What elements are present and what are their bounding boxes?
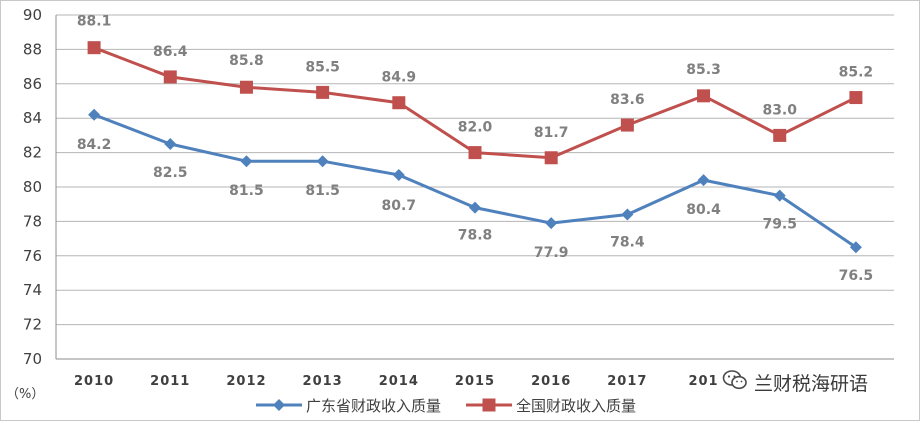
data-point: [544, 151, 558, 165]
watermark: 兰财税海研语: [718, 365, 873, 399]
y-tick-label: 78: [23, 212, 42, 230]
data-label: 81.7: [534, 125, 569, 141]
x-tick-label: 2017: [607, 374, 647, 389]
data-point: [545, 217, 558, 230]
data-point: [620, 118, 634, 132]
data-label: 80.7: [382, 198, 417, 214]
legend-marker: [273, 399, 285, 411]
data-label: 88.1: [77, 14, 112, 30]
data-label: 78.8: [458, 228, 493, 244]
data-point: [392, 96, 406, 110]
legend-label: 全国财政收入质量: [516, 397, 636, 415]
data-label: 80.4: [686, 202, 721, 218]
x-tick-label: 2011: [150, 374, 190, 389]
x-tick-label: 2016: [531, 374, 571, 389]
data-point: [88, 108, 101, 121]
data-label: 85.3: [686, 62, 721, 78]
data-point: [316, 155, 329, 168]
legend-marker: [482, 398, 496, 412]
data-point: [697, 89, 711, 103]
x-tick-label: 2015: [455, 374, 495, 389]
series-line: [93, 46, 857, 160]
data-point: [164, 138, 177, 150]
wechat-icon: [722, 369, 748, 395]
data-label: 85.2: [839, 65, 874, 81]
x-tick-label: 2014: [379, 374, 419, 389]
data-point: [469, 201, 481, 214]
y-tick-label: 88: [23, 40, 42, 58]
y-tick-label: 90: [23, 6, 42, 24]
data-label: 79.5: [762, 217, 797, 233]
data-label: 85.5: [305, 59, 340, 75]
data-point: [849, 241, 862, 254]
data-label: 84.9: [382, 70, 417, 86]
y-tick-label: 74: [23, 281, 42, 299]
y-tick-label: 86: [23, 75, 42, 93]
y-tick-label: 80: [23, 178, 42, 196]
data-point: [392, 168, 405, 181]
data-point: [468, 146, 482, 160]
data-label: 82.0: [458, 120, 493, 136]
data-point: [163, 70, 177, 84]
data-label: 85.8: [229, 53, 264, 69]
y-tick-label: 72: [23, 316, 42, 334]
x-tick-label: 201: [688, 374, 718, 389]
data-point: [87, 41, 101, 55]
data-point: [773, 189, 786, 202]
data-label: 77.9: [534, 245, 569, 261]
y-tick-label: 76: [23, 247, 42, 265]
data-point: [240, 155, 253, 168]
data-point: [849, 91, 863, 105]
data-point: [773, 128, 787, 142]
data-label: 84.2: [77, 137, 112, 153]
watermark-text: 兰财税海研语: [754, 372, 869, 395]
data-label: 81.5: [229, 183, 264, 199]
x-tick-label: 2012: [226, 374, 266, 389]
data-label: 82.5: [153, 165, 188, 181]
legend-label: 广东省财政收入质量: [306, 397, 441, 415]
y-tick-label: 82: [23, 144, 42, 162]
data-point: [239, 80, 253, 94]
data-label: 76.5: [839, 268, 874, 284]
data-label: 83.6: [610, 92, 645, 108]
data-point: [316, 85, 330, 99]
y-tick-label: 84: [23, 109, 42, 127]
data-label: 86.4: [153, 44, 188, 60]
data-label: 83.0: [762, 102, 797, 118]
data-point: [621, 208, 634, 221]
x-tick-label: 2013: [303, 374, 343, 389]
data-label: 81.5: [305, 183, 340, 199]
data-label: 78.4: [610, 235, 645, 251]
x-tick-label: 2010: [74, 374, 114, 389]
unit-label: （%）: [6, 387, 44, 402]
y-tick-label: 70: [23, 350, 42, 368]
data-point: [697, 174, 710, 187]
